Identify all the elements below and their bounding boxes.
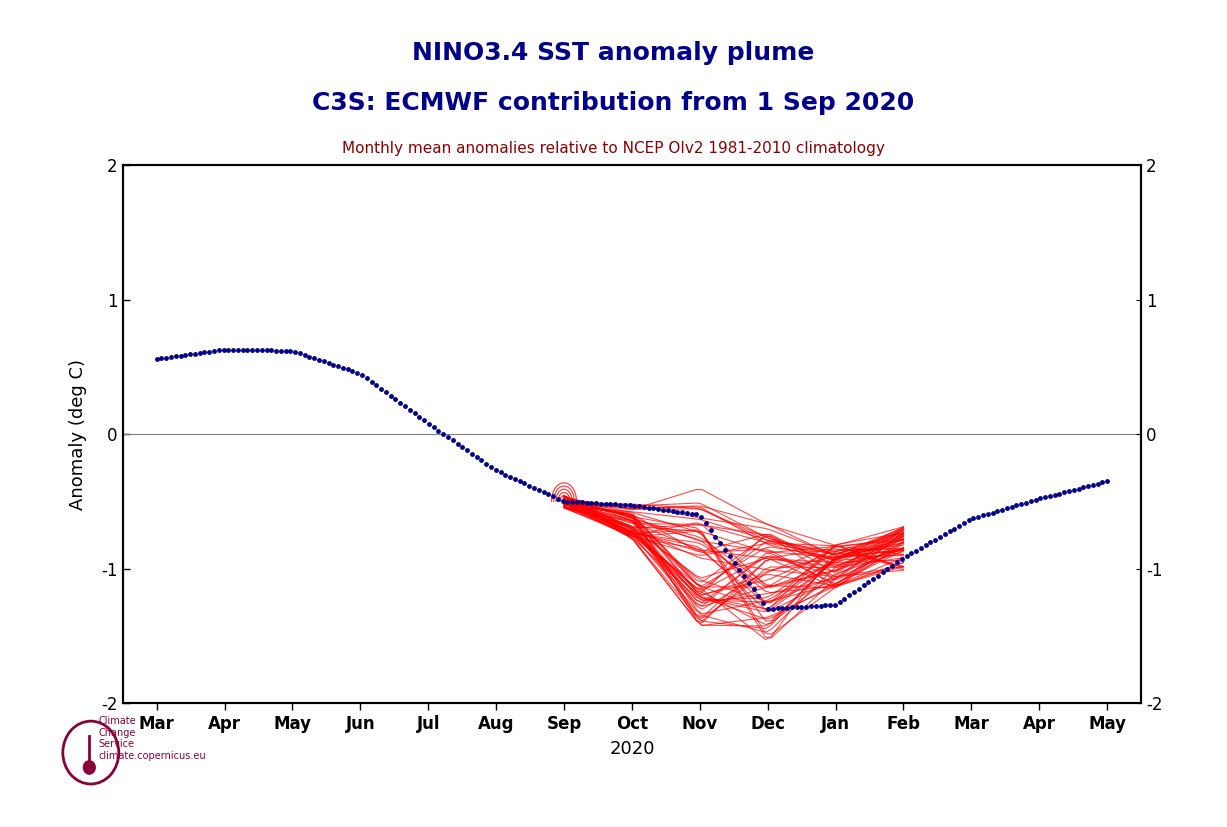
Text: Monthly mean anomalies relative to NCEP OIv2 1981-2010 climatology: Monthly mean anomalies relative to NCEP …: [342, 141, 885, 155]
Text: NINO3.4 SST anomaly plume: NINO3.4 SST anomaly plume: [412, 41, 815, 65]
Text: C3S: ECMWF contribution from 1 Sep 2020: C3S: ECMWF contribution from 1 Sep 2020: [313, 91, 914, 115]
X-axis label: 2020: 2020: [609, 739, 655, 758]
Y-axis label: Anomaly (deg C): Anomaly (deg C): [70, 359, 87, 509]
Circle shape: [83, 761, 96, 774]
Text: Climate
Change
Service
climate.copernicus.eu: Climate Change Service climate.copernicu…: [98, 716, 206, 761]
